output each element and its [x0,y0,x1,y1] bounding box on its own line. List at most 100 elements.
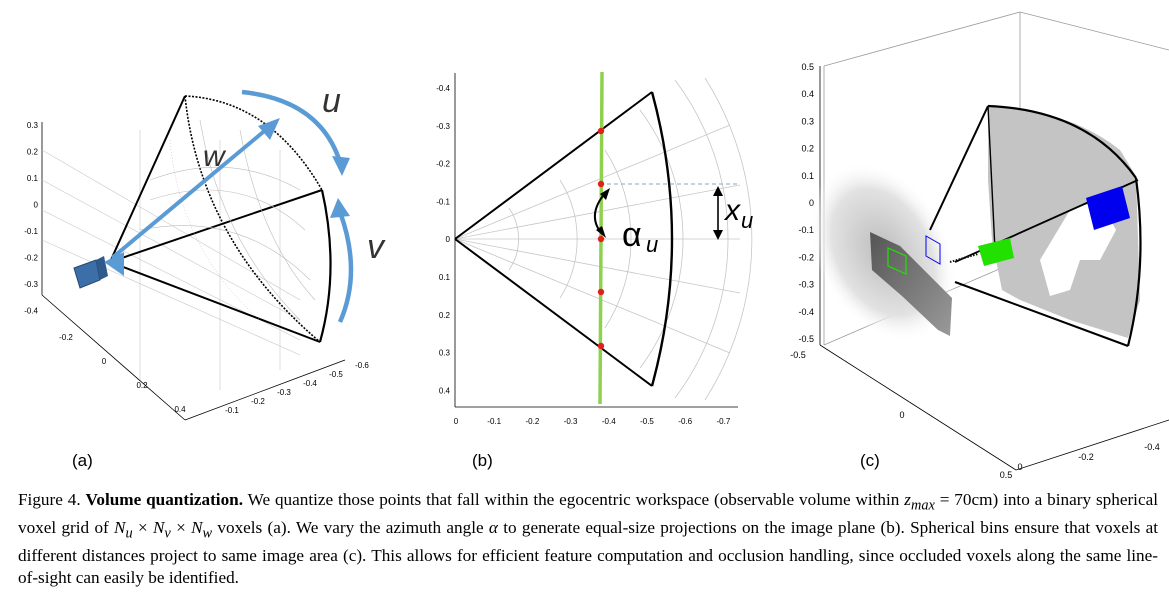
tick-label: 0.3 [801,116,814,126]
grid-lines [41,130,301,390]
math-z: z [904,490,911,509]
blue-voxel [1086,186,1130,230]
tick-label: 0.4 [439,386,451,395]
tick-label: -0.6 [678,417,692,426]
w-arrow [110,118,280,260]
sector-outline [454,91,674,387]
tick-label: -0.2 [798,252,814,262]
axis-x [41,294,186,421]
tick-label: 0 [1017,462,1022,472]
hand-projection [870,232,952,336]
alpha-arrow [594,188,610,238]
tick-label: 0.2 [801,144,814,154]
u-arrow [241,89,350,176]
math-nv-sub: v [164,525,171,542]
ticks-left: 0.3 0.2 0.1 0 -0.1 -0.2 -0.3 -0.4 [24,121,38,316]
tick-label: -0.4 [303,379,317,388]
green-voxel [978,238,1014,266]
ticks-y: 0 -0.2 -0.4 [1017,442,1159,472]
tick-label: -0.4 [24,307,38,316]
tick-label: 0.1 [801,171,814,181]
xu-arrow [713,186,723,240]
tick-label: 0 [454,417,459,426]
blue-bin-projection [925,235,941,265]
annot-w: w [203,140,227,173]
math-nu-sub: u [125,525,133,542]
panel-c-plot: 0.5 0.4 0.3 0.2 0.1 0 -0.1 -0.2 -0.3 -0.4 -0.5 -0.… [790,11,1169,480]
tick-label: -0.4 [602,417,616,426]
tick-label: -0.2 [251,397,265,406]
tick-label: -0.2 [1078,452,1094,462]
math-z-sub: max [910,497,935,514]
tick-label: 0 [102,357,107,366]
annot-x-sub: u [741,208,753,233]
tick-label: 0.2 [27,148,39,157]
tick-label: -0.2 [59,333,73,342]
math-nu: N [114,517,126,537]
tick-label: -0.6 [355,361,369,370]
tick-label: -0.1 [24,227,38,236]
math-nv: N [152,517,165,537]
tick-label: 0.1 [27,174,39,183]
axis-x [819,344,1017,471]
ticks-y: -0.4 -0.3 -0.2 -0.1 0 0.1 0.2 0.3 0.4 [436,84,450,395]
tick-label: 0.4 [174,405,186,414]
caption-times-1: × [132,517,153,537]
v-arrow [330,198,354,323]
panel-b: -0.4 -0.3 -0.2 -0.1 0 0.1 0.2 0.3 0.4 0 -0.1 -0.2-… [420,0,760,480]
camera-icon [73,252,124,289]
axis-y [184,359,346,421]
tick-label: 0.3 [27,121,39,130]
panel-label-a: (a) [72,451,93,470]
projection-points [597,127,605,350]
ticks-front: -0.2 0 0.2 0.4 [59,333,186,414]
panel-label-c: (c) [860,451,880,470]
ticks-z: 0.5 0.4 0.3 0.2 0.1 0 -0.1 -0.2 -0.3 -0.4 -0.5 [798,62,814,344]
tick-label: -0.3 [564,417,578,426]
annot-u: u [322,82,341,120]
caption-text-4: to generate equal-size projections on th… [18,517,1158,588]
caption-text-2: = 70cm) into a binary spherical voxel gr… [18,490,1158,537]
panel-a: 0.3 0.2 0.1 0 -0.1 -0.2 -0.3 -0.4 -0.2 0 0.2 0.4 -… [0,0,400,480]
tick-label: 0 [809,198,814,208]
caption-text-1: We quantize those points that fall withi… [243,490,905,509]
tick-label: 0 [899,410,904,420]
tick-label: -0.2 [526,417,540,426]
tick-label: -0.2 [24,254,38,263]
tick-label: -0.4 [1144,442,1160,452]
axis-y [1015,419,1169,471]
tick-label: -0.1 [436,197,450,206]
ticks-x: -0.5 0 0.5 [790,350,1012,480]
tick-label: -0.3 [277,388,291,397]
caption-times-2: × [170,517,192,537]
panel-label-b: (b) [472,451,493,470]
voxel-frustum [109,95,332,343]
math-alpha: α [488,517,498,537]
tick-label: -0.2 [436,160,450,169]
panel-c: 0.5 0.4 0.3 0.2 0.1 0 -0.1 -0.2 -0.3 -0.4 -0.5 -0.… [770,0,1169,480]
ticks-x: 0 -0.1 -0.2 -0.3 -0.4 -0.5 -0.6 -0.7 [454,417,731,426]
tick-label: -0.7 [717,417,731,426]
tick-label: 0.2 [136,381,148,390]
panel-a-plot: 0.3 0.2 0.1 0 -0.1 -0.2 -0.3 -0.4 -0.2 0 0.2 0.4 -… [24,82,386,470]
ray-green [949,253,979,263]
tick-label: -0.3 [798,280,814,290]
green-bin-projection [887,247,907,275]
tick-label: 0.2 [439,311,451,320]
tick-label: -0.5 [640,417,654,426]
tick-label: -0.1 [225,406,239,415]
polar-grid [455,77,753,401]
tick-label: 0.4 [801,89,814,99]
tick-label: -0.1 [487,417,501,426]
figure-caption: Figure 4. Volume quantization. We quanti… [18,489,1158,590]
tick-label: -0.5 [798,334,814,344]
tick-label: -0.3 [24,280,38,289]
annot-x: x [723,194,741,227]
tick-label: 0 [446,235,451,244]
annot-alpha-sub: u [646,232,658,257]
tick-label: 0.5 [801,62,814,72]
tick-label: 0.3 [439,349,451,358]
annot-v: v [367,228,386,266]
tick-label: -0.5 [790,350,806,360]
annot-alpha: α [622,216,642,254]
